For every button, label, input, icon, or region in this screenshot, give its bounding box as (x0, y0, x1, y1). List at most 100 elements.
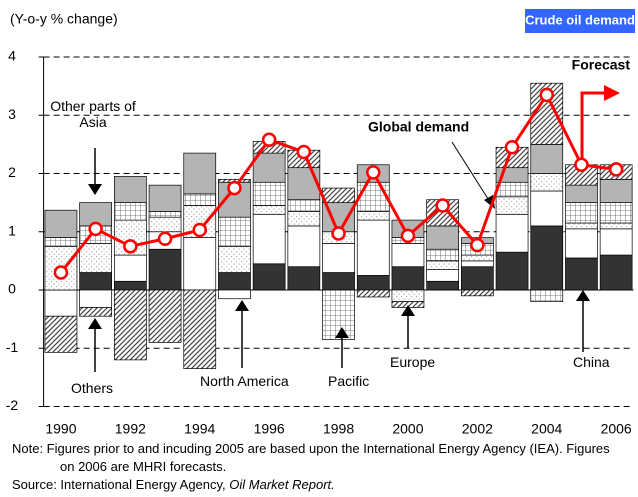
line-marker (608, 162, 624, 177)
bar-segment (391, 289, 425, 302)
bar-segment (391, 266, 425, 291)
bar-segment (252, 152, 286, 183)
bar-segment (44, 289, 78, 317)
line-marker (539, 87, 554, 103)
bar-segment (356, 289, 390, 298)
title-box (525, 9, 635, 33)
series-label: North America (200, 373, 289, 389)
bar-segment (426, 260, 459, 270)
bar-segment (530, 173, 564, 192)
chart-title: Crude oil demand (525, 12, 635, 27)
bar-segment (218, 272, 251, 291)
line-marker (123, 239, 138, 254)
line-marker (366, 165, 381, 180)
bar-segment (599, 178, 633, 203)
bar-segment (148, 184, 182, 212)
bar-segment (322, 272, 355, 291)
bar-segment (79, 289, 113, 308)
bar-segment (356, 181, 390, 212)
bar-segment (461, 254, 494, 262)
bar-segment (148, 248, 182, 291)
bar-segment (79, 307, 113, 317)
source: Source: International Energy Agency, Oil… (12, 476, 335, 494)
y-tick-label: 1 (8, 222, 16, 238)
bar-segment (322, 243, 355, 273)
bar-segment (183, 289, 217, 369)
bar-segment (322, 187, 355, 203)
bar-segment (461, 260, 494, 268)
y-axis-label: (Y-o-y % change) (10, 11, 118, 27)
bar-segment (113, 202, 147, 221)
x-tick-label: 1996 (254, 421, 285, 437)
line-marker (574, 157, 589, 173)
bar-segment (44, 237, 78, 247)
bar-segment (426, 248, 459, 262)
x-tick-label: 1998 (323, 421, 354, 437)
bar-segment (79, 243, 113, 273)
bar-segment (252, 213, 286, 265)
line-marker (261, 132, 277, 147)
bar-segment (148, 211, 182, 218)
bar-segment (287, 225, 321, 268)
bar-segment (565, 228, 598, 259)
bar-segment (183, 152, 217, 195)
bar-segment (599, 222, 633, 230)
bar-segment (461, 289, 494, 297)
bar-segment (113, 176, 147, 203)
y-tick-label: 4 (8, 48, 16, 64)
bar-segment (218, 289, 251, 300)
bar-segment (252, 263, 286, 291)
bar-segment (565, 184, 598, 203)
bar-segment (287, 266, 321, 291)
bar-segment (44, 315, 78, 353)
series-label: China (573, 354, 610, 370)
bar-segment (565, 257, 598, 291)
x-tick-label: 2006 (601, 421, 632, 437)
bar-segment (495, 181, 529, 198)
y-tick-label: -1 (6, 339, 19, 355)
bar-segment (530, 190, 564, 227)
bar-segment (565, 202, 598, 224)
bar-segment (530, 225, 564, 291)
bar-segment (461, 266, 494, 291)
series-label: Others (71, 380, 114, 396)
line-marker (331, 226, 346, 241)
source-italic: Oil Market Report. (229, 477, 335, 492)
bar-segment (426, 225, 459, 250)
x-tick-label: 2004 (531, 421, 562, 437)
bar-segment (599, 202, 633, 224)
bar-segment (287, 167, 321, 201)
bar-segment (322, 289, 355, 340)
bar-segment (79, 272, 113, 291)
bar-segment (356, 219, 390, 276)
bar-segment (565, 222, 598, 230)
source-text: Source: International Energy Agency, (12, 477, 226, 492)
line-marker (400, 228, 416, 244)
line-marker (435, 198, 450, 213)
bar-segment (530, 289, 564, 302)
bar-segment (183, 193, 217, 206)
bar-segment (495, 213, 529, 253)
bar-segment (426, 269, 459, 282)
x-tick-label: 2002 (462, 421, 493, 437)
bar-segment (495, 251, 529, 291)
bar-segment (287, 199, 321, 212)
line-marker (227, 180, 242, 196)
bar-segment (356, 275, 390, 291)
bar-segment (391, 243, 425, 268)
bar-segment (113, 289, 147, 361)
line-marker (192, 222, 207, 238)
x-tick-label: 1992 (115, 421, 146, 437)
x-tick-label: 1990 (45, 421, 76, 437)
line-marker (157, 231, 173, 246)
bar-segment (113, 280, 147, 291)
y-tick-label: 3 (8, 106, 16, 122)
bar-segment (599, 228, 633, 256)
bar-segment (356, 211, 390, 221)
line-marker (504, 140, 520, 155)
series-label: Other parts of Asia (50, 98, 136, 130)
line-marker (296, 144, 312, 160)
bar-segment (287, 211, 321, 227)
